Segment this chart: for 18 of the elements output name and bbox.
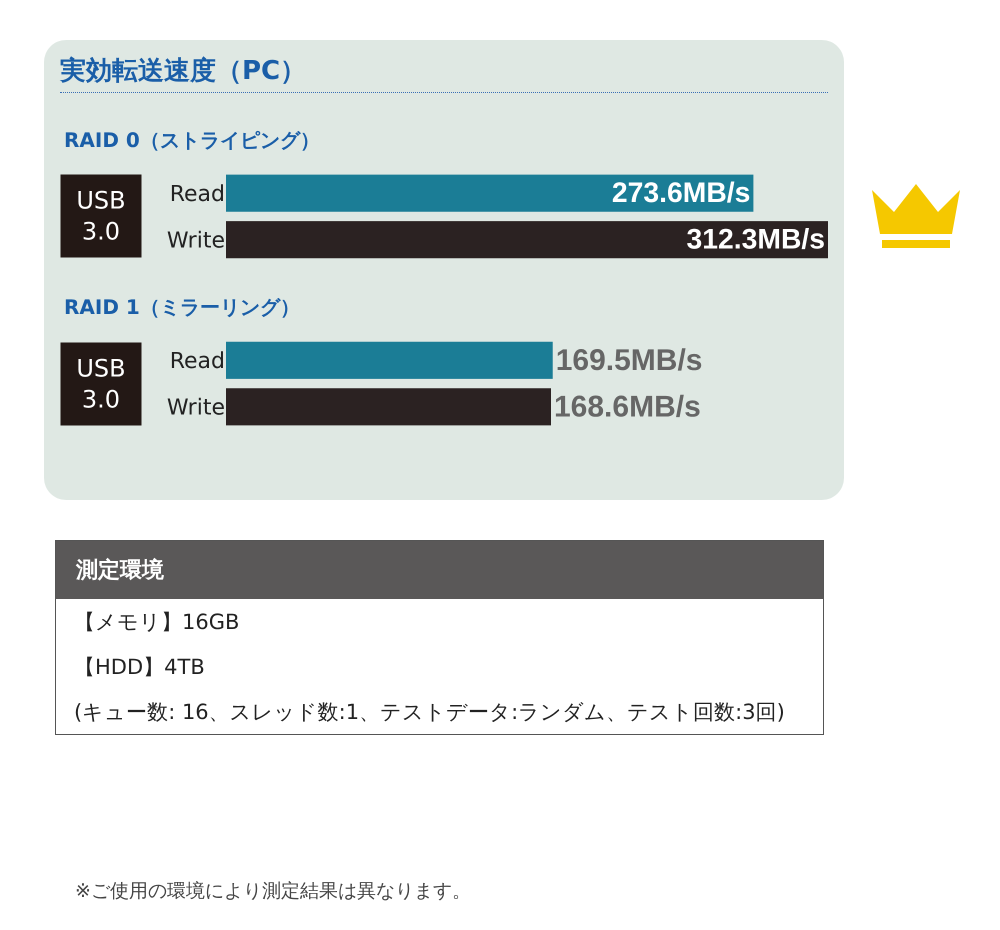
data-label: 312.3MB/s bbox=[686, 222, 825, 255]
y-tick-label: Write bbox=[166, 228, 225, 254]
data-label: 168.6MB/s bbox=[554, 390, 701, 424]
y-tick-label: Write bbox=[166, 395, 225, 420]
annotation: RAID 1（ミラーリング） bbox=[64, 295, 300, 319]
text: USB 3.0 bbox=[76, 186, 126, 246]
y-tick-label: Read bbox=[170, 182, 225, 207]
text: RAID 0（ストライピング） bbox=[64, 128, 320, 152]
text: 【メモリ】16GB bbox=[73, 609, 240, 636]
data-label: 169.5MB/s bbox=[556, 344, 702, 377]
data-label: 273.6MB/s bbox=[612, 176, 750, 208]
text: USB 3.0 bbox=[76, 354, 126, 414]
text: (キュー数: 16、スレッド数:1、テストデータ:ランダム、テスト回数:3回) bbox=[73, 699, 786, 726]
y-tick-label: Read bbox=[170, 349, 225, 374]
text: 【HDD】4TB bbox=[73, 654, 206, 681]
chart-title: 実効転送速度（PC） bbox=[59, 56, 306, 86]
text: 測定環境 bbox=[56, 541, 823, 599]
text: ※ご使用の環境により測定結果は異なります。 bbox=[75, 879, 471, 904]
